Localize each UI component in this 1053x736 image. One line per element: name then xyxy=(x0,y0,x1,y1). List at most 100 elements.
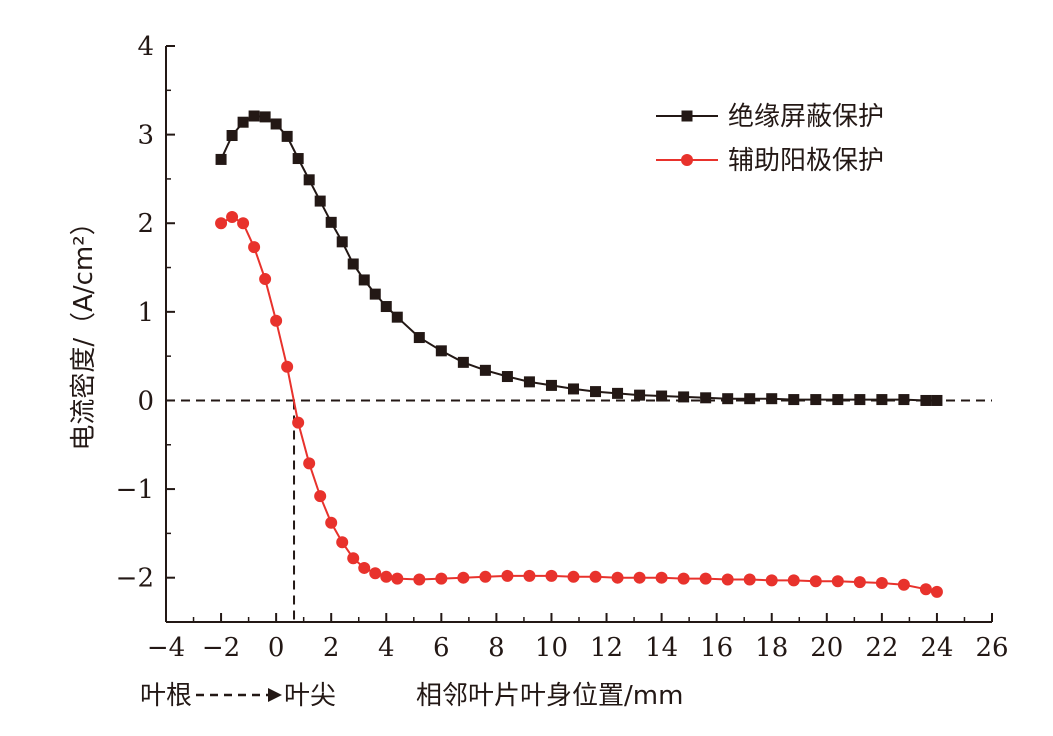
series-1 xyxy=(215,110,943,406)
y-tick-label: 2 xyxy=(137,209,154,239)
data-point xyxy=(248,110,260,122)
data-point xyxy=(567,570,580,583)
x-tick-label: 10 xyxy=(535,633,568,663)
data-point xyxy=(281,130,293,142)
data-point xyxy=(380,570,393,583)
data-point xyxy=(270,314,283,327)
data-point xyxy=(875,577,888,590)
data-point xyxy=(809,575,822,588)
legend-label: 绝缘屏蔽保护 xyxy=(728,102,884,132)
x-tick-label: 6 xyxy=(433,633,450,663)
x-axis-prefix-right: 叶尖 xyxy=(284,681,336,711)
data-point xyxy=(700,392,712,404)
data-point xyxy=(303,174,315,186)
data-point xyxy=(897,578,910,591)
data-point xyxy=(314,490,327,503)
data-point xyxy=(612,387,624,399)
y-tick-label: −2 xyxy=(116,564,154,594)
legend-item: 绝缘屏蔽保护 xyxy=(656,102,884,132)
series-layer xyxy=(215,110,943,598)
data-point xyxy=(281,360,294,373)
y-tick-label: 0 xyxy=(137,386,154,416)
data-point xyxy=(336,236,348,248)
y-tick-label: 1 xyxy=(137,298,154,328)
data-point xyxy=(832,394,844,406)
y-tick-label: 3 xyxy=(137,121,154,151)
data-point xyxy=(292,153,304,165)
data-point xyxy=(634,389,646,401)
data-point xyxy=(656,390,668,402)
data-point xyxy=(744,393,756,405)
x-tick-label: −2 xyxy=(202,633,240,663)
data-point xyxy=(721,573,734,586)
data-point xyxy=(788,394,800,406)
x-tick-label: 2 xyxy=(323,633,340,663)
data-point xyxy=(920,394,932,406)
data-point xyxy=(931,394,943,406)
x-tick-label: −4 xyxy=(147,633,185,663)
data-point xyxy=(523,569,536,582)
y-tick-label: 4 xyxy=(137,32,154,62)
data-point xyxy=(787,574,800,587)
x-tick-label: 12 xyxy=(590,633,623,663)
data-point xyxy=(325,216,337,228)
data-point xyxy=(523,376,535,388)
data-point xyxy=(347,258,359,270)
legend-marker xyxy=(681,110,693,122)
data-point xyxy=(259,111,271,123)
data-point xyxy=(413,332,425,344)
data-point xyxy=(380,301,392,313)
data-point xyxy=(325,516,338,529)
data-point xyxy=(226,211,239,224)
series-2 xyxy=(215,211,943,598)
x-tick-label: 20 xyxy=(810,633,843,663)
data-point xyxy=(589,570,602,583)
data-point xyxy=(226,130,238,142)
data-point xyxy=(765,574,778,587)
x-axis-title: 相邻叶片叶身位置/mm xyxy=(416,681,683,711)
data-point xyxy=(270,118,282,130)
data-point xyxy=(633,571,646,584)
x-tick-label: 18 xyxy=(755,633,788,663)
x-tick-label: 0 xyxy=(268,633,285,663)
data-point xyxy=(876,394,888,406)
legend-marker xyxy=(681,154,693,166)
data-point xyxy=(678,391,690,403)
data-point xyxy=(259,273,272,286)
data-point xyxy=(435,572,448,585)
data-point xyxy=(501,569,514,582)
data-point xyxy=(655,571,668,584)
data-point xyxy=(369,288,381,300)
data-point xyxy=(722,393,734,405)
data-point xyxy=(303,457,316,470)
data-point xyxy=(215,153,227,165)
data-point xyxy=(358,274,370,286)
data-point xyxy=(919,583,932,596)
reference-lines xyxy=(166,399,992,622)
series-line xyxy=(220,215,938,593)
data-point xyxy=(391,572,404,585)
data-point xyxy=(358,561,371,574)
data-point xyxy=(766,393,778,405)
direction-arrow-icon xyxy=(196,688,282,702)
data-point xyxy=(699,572,712,585)
data-point xyxy=(545,379,557,391)
data-point xyxy=(457,571,470,584)
data-point xyxy=(677,572,690,585)
x-tick-label: 22 xyxy=(865,633,898,663)
data-point xyxy=(545,569,558,582)
data-point xyxy=(457,356,469,368)
axes xyxy=(165,45,993,623)
data-point xyxy=(314,195,326,207)
data-point xyxy=(853,576,866,589)
data-point xyxy=(590,386,602,398)
data-point xyxy=(237,217,250,230)
data-point xyxy=(831,575,844,588)
data-point xyxy=(215,217,228,230)
data-point xyxy=(292,416,305,429)
data-point xyxy=(810,394,822,406)
x-tick-label: 14 xyxy=(645,633,678,663)
